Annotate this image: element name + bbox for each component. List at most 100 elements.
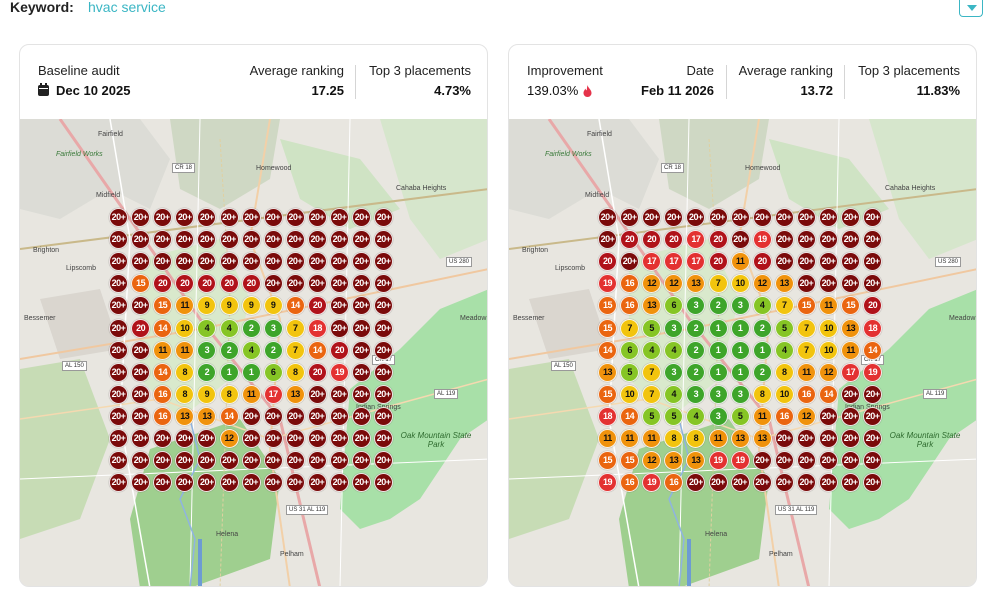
rank-pin[interactable]: 20+ [752, 208, 772, 227]
rank-pin[interactable]: 20+ [153, 252, 173, 272]
current-map[interactable]: Fairfield Fairfield Works Homewood Cahaba H… [509, 119, 976, 586]
rank-pin[interactable]: 20+ [841, 406, 861, 426]
rank-pin[interactable]: 20+ [285, 274, 305, 294]
rank-pin[interactable]: 20+ [153, 451, 173, 471]
rank-pin[interactable]: 12 [752, 274, 772, 294]
rank-pin[interactable]: 20+ [374, 340, 394, 360]
rank-pin[interactable]: 20+ [374, 384, 394, 404]
rank-pin[interactable]: 15 [620, 451, 640, 471]
rank-pin[interactable]: 13 [664, 451, 684, 471]
rank-pin[interactable]: 20+ [819, 451, 838, 471]
rank-pin[interactable]: 11 [620, 429, 640, 448]
rank-pin[interactable]: 20+ [819, 274, 838, 294]
rank-pin[interactable]: 10 [730, 274, 750, 294]
rank-pin[interactable]: 20+ [109, 208, 128, 227]
rank-pin[interactable]: 3 [730, 384, 750, 404]
rank-pin[interactable]: 20+ [109, 384, 128, 404]
rank-pin[interactable]: 20+ [352, 384, 372, 404]
rank-pin[interactable]: 20+ [863, 274, 883, 294]
rank-pin[interactable]: 2 [708, 296, 728, 316]
rank-pin[interactable]: 12 [664, 274, 684, 294]
rank-pin[interactable]: 20+ [197, 451, 217, 471]
rank-pin[interactable]: 20+ [774, 473, 794, 493]
rank-pin[interactable]: 20+ [330, 406, 349, 426]
rank-pin[interactable]: 4 [219, 318, 239, 338]
rank-pin[interactable]: 20 [708, 252, 728, 272]
rank-pin[interactable]: 20+ [352, 406, 372, 426]
rank-pin[interactable]: 9 [197, 296, 217, 316]
rank-pin[interactable]: 20+ [819, 252, 838, 272]
rank-pin[interactable]: 19 [752, 230, 772, 250]
rank-pin[interactable]: 11 [796, 362, 816, 382]
rank-pin[interactable]: 20+ [819, 230, 838, 250]
rank-pin[interactable]: 20+ [330, 252, 349, 272]
rank-pin[interactable]: 7 [796, 340, 816, 360]
rank-pin[interactable]: 20+ [175, 429, 195, 448]
rank-pin[interactable]: 20+ [285, 473, 305, 493]
rank-pin[interactable]: 20 [307, 362, 327, 382]
rank-pin[interactable]: 20+ [374, 318, 394, 338]
rank-pin[interactable]: 16 [664, 473, 684, 493]
rank-pin[interactable]: 13 [285, 384, 305, 404]
rank-pin[interactable]: 8 [285, 362, 305, 382]
rank-pin[interactable]: 20+ [841, 274, 861, 294]
rank-pin[interactable]: 4 [774, 340, 794, 360]
rank-pin[interactable]: 20+ [620, 252, 640, 272]
rank-pin[interactable]: 7 [285, 340, 305, 360]
collapse-toggle-button[interactable] [959, 0, 983, 17]
rank-pin[interactable]: 20+ [131, 252, 151, 272]
rank-pin[interactable]: 13 [752, 429, 772, 448]
rank-pin[interactable]: 20+ [819, 406, 838, 426]
rank-pin[interactable]: 20+ [285, 451, 305, 471]
rank-pin[interactable]: 20+ [219, 252, 239, 272]
rank-pin[interactable]: 13 [598, 362, 617, 382]
rank-pin[interactable]: 20+ [352, 473, 372, 493]
rank-pin[interactable]: 10 [175, 318, 195, 338]
rank-pin[interactable]: 8 [664, 429, 684, 448]
rank-pin[interactable]: 20 [642, 230, 662, 250]
rank-pin[interactable]: 20+ [841, 252, 861, 272]
rank-pin[interactable]: 16 [774, 406, 794, 426]
rank-pin[interactable]: 17 [686, 230, 706, 250]
rank-pin[interactable]: 3 [197, 340, 217, 360]
rank-pin[interactable]: 20+ [774, 429, 794, 448]
rank-pin[interactable]: 7 [620, 318, 640, 338]
rank-pin[interactable]: 19 [708, 451, 728, 471]
rank-pin[interactable]: 20 [153, 274, 173, 294]
rank-pin[interactable]: 11 [730, 252, 750, 272]
rank-pin[interactable]: 20+ [197, 230, 217, 250]
rank-pin[interactable]: 20+ [263, 208, 283, 227]
rank-pin[interactable]: 20+ [307, 208, 327, 227]
rank-pin[interactable]: 20+ [352, 230, 372, 250]
rank-pin[interactable]: 20+ [241, 451, 261, 471]
rank-pin[interactable]: 7 [642, 384, 662, 404]
rank-pin[interactable]: 20+ [263, 230, 283, 250]
rank-pin[interactable]: 20+ [219, 208, 239, 227]
rank-pin[interactable]: 20+ [241, 473, 261, 493]
rank-pin[interactable]: 20+ [241, 208, 261, 227]
rank-pin[interactable]: 10 [819, 318, 838, 338]
rank-pin[interactable]: 20+ [819, 208, 838, 227]
rank-pin[interactable]: 20 [219, 274, 239, 294]
rank-pin[interactable]: 20+ [109, 230, 128, 250]
rank-pin[interactable]: 11 [241, 384, 261, 404]
rank-pin[interactable]: 1 [708, 362, 728, 382]
rank-pin[interactable]: 6 [263, 362, 283, 382]
rank-pin[interactable]: 3 [730, 296, 750, 316]
rank-pin[interactable]: 20+ [241, 429, 261, 448]
rank-pin[interactable]: 20+ [374, 473, 394, 493]
rank-pin[interactable]: 20+ [752, 473, 772, 493]
rank-pin[interactable]: 20+ [374, 429, 394, 448]
rank-pin[interactable]: 4 [664, 384, 684, 404]
rank-pin[interactable]: 11 [175, 340, 195, 360]
rank-pin[interactable]: 20+ [796, 429, 816, 448]
rank-pin[interactable]: 20+ [598, 230, 617, 250]
rank-pin[interactable]: 13 [841, 318, 861, 338]
rank-pin[interactable]: 14 [219, 406, 239, 426]
rank-pin[interactable]: 13 [175, 406, 195, 426]
rank-pin[interactable]: 20+ [374, 208, 394, 227]
rank-pin[interactable]: 14 [153, 362, 173, 382]
rank-pin[interactable]: 11 [841, 340, 861, 360]
rank-pin[interactable]: 20+ [307, 230, 327, 250]
rank-pin[interactable]: 2 [263, 340, 283, 360]
